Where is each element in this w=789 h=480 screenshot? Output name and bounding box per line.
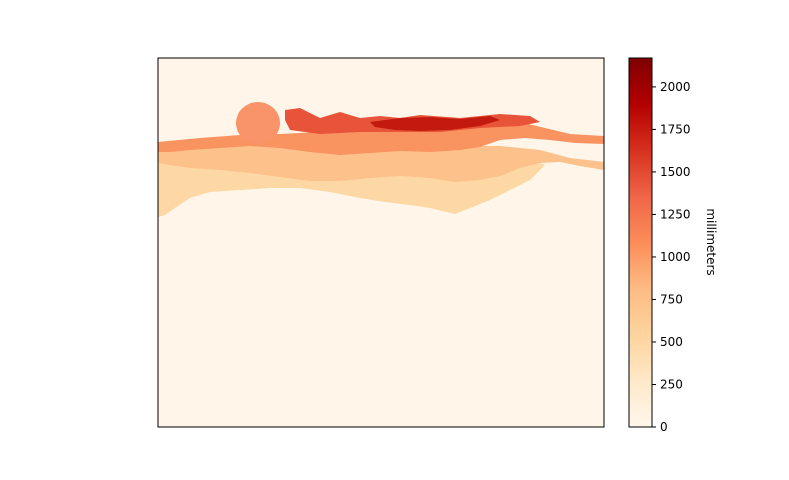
colorbar-tick-label: 250 [660, 377, 683, 391]
colorbar-label: millimeters [704, 208, 718, 275]
colorbar-tick-label: 2000 [660, 80, 691, 94]
colorbar-tick-label: 1750 [660, 122, 691, 136]
colorbar-tick-label: 1250 [660, 207, 691, 221]
colorbar-tick-label: 1500 [660, 165, 691, 179]
colorbar-ticks: 0 250 500 750 1000 1250 1500 1750 2000 [652, 80, 691, 434]
axes-frame [157, 57, 605, 428]
colorbar-tick-label: 0 [660, 420, 668, 434]
region-mid-band [158, 144, 604, 182]
heatmap-image [158, 58, 604, 427]
region-peak-strip [370, 116, 500, 131]
region-circular-object [236, 102, 280, 144]
region-background [158, 58, 604, 427]
colorbar-gradient [628, 57, 653, 428]
colorbar-tick-label: 750 [660, 292, 683, 306]
colorbar-tick-label: 1000 [660, 250, 691, 264]
colorbar-tick-label: 500 [660, 335, 683, 349]
region-far-band [158, 122, 604, 155]
colorbar: 0 250 500 750 1000 1250 1500 1750 2000 millimete… [628, 57, 718, 434]
